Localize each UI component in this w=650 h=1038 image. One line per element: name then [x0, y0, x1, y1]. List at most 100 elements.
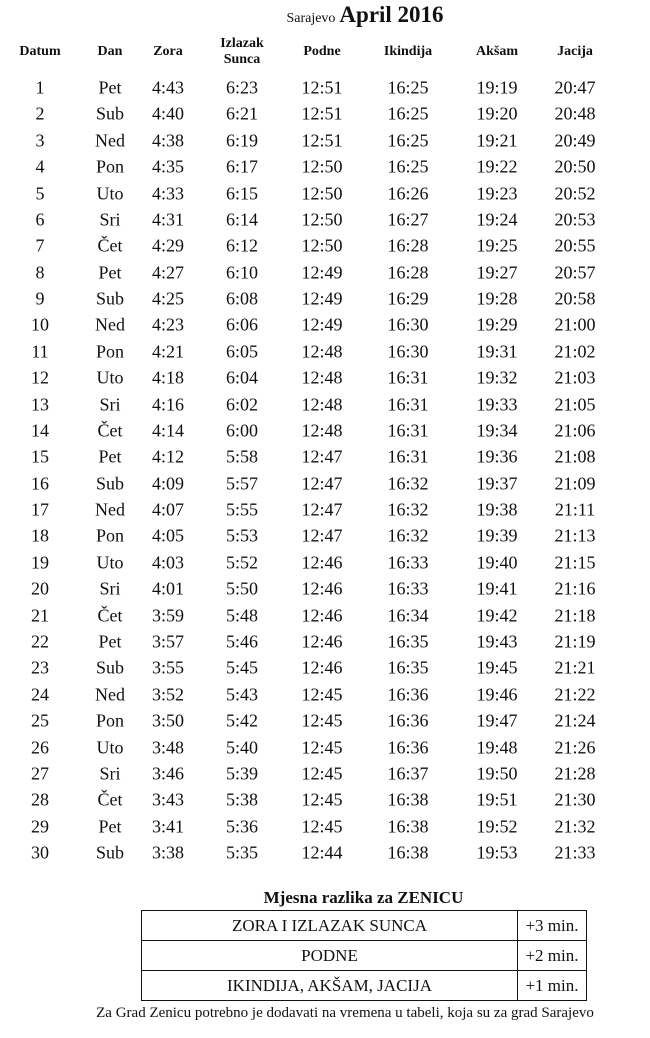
cell-datum: 27	[31, 763, 49, 784]
cell-datum: 10	[31, 314, 49, 335]
table-row: PODNE +2 min.	[141, 940, 587, 971]
cell-aksam: 19:47	[476, 710, 518, 731]
cell-aksam: 19:36	[476, 446, 518, 467]
cell-datum: 1	[35, 77, 45, 98]
cell-zora: 4:14	[151, 420, 185, 441]
cell-datum: 11	[31, 341, 49, 362]
table-row: ZORA I IZLAZAK SUNCA +3 min.	[141, 910, 587, 941]
cell-izlazak-sunca: 5:53	[225, 525, 259, 546]
cell-ikindija: 16:33	[387, 578, 429, 599]
cell-ikindija: 16:25	[387, 130, 429, 151]
cell-aksam: 19:46	[476, 684, 518, 705]
cell-podne: 12:48	[301, 341, 343, 362]
cell-dan: Pon	[95, 156, 125, 177]
cell-jacija: 21:15	[554, 552, 596, 573]
cell-podne: 12:46	[301, 605, 343, 626]
cell-jacija: 21:19	[554, 631, 596, 652]
cell-dan: Pet	[98, 262, 122, 283]
cell-zora: 4:21	[151, 341, 185, 362]
cell-zora: 4:18	[151, 367, 185, 388]
cell-izlazak-sunca: 6:19	[225, 130, 259, 151]
cell-jacija: 21:26	[554, 737, 596, 757]
cell-datum: 14	[31, 420, 49, 441]
cell-podne: 12:47	[301, 473, 343, 494]
cell-izlazak-sunca: 5:52	[225, 552, 259, 573]
cell-datum: 20	[31, 578, 49, 599]
cell-jacija: 21:33	[554, 842, 596, 863]
cell-ikindija: 16:27	[387, 209, 429, 230]
cell-dan: Uto	[96, 737, 124, 757]
cell-zora: 4:43	[151, 77, 185, 98]
column-header-ikindija: Ikindija	[383, 44, 433, 59]
cell-zora: 4:33	[151, 183, 185, 204]
cell-jacija: 21:02	[554, 341, 596, 362]
footer-note: Za Grad Zenicu potrebno je dodavati na v…	[96, 1005, 594, 1021]
cell-izlazak-sunca: 6:10	[225, 262, 259, 283]
cell-podne: 12:50	[301, 156, 343, 177]
cell-datum: 30	[31, 842, 49, 863]
cell-dan: Pon	[95, 341, 125, 362]
cell-dan: Čet	[97, 605, 123, 626]
cell-aksam: 19:50	[476, 763, 518, 784]
cell-ikindija: 16:38	[387, 842, 429, 863]
cell-ikindija: 16:36	[387, 684, 429, 705]
cell-dan: Pet	[98, 446, 122, 467]
cell-zora: 4:31	[151, 209, 185, 230]
cell-aksam: 19:19	[476, 77, 518, 98]
cell-dan: Sri	[99, 209, 121, 230]
cell-zora: 3:59	[151, 605, 185, 626]
cell-jacija: 20:48	[554, 103, 596, 124]
cell-dan: Čet	[97, 420, 123, 441]
cell-jacija: 21:05	[554, 394, 596, 415]
cell-zora: 3:57	[151, 631, 185, 652]
cell-datum: 2	[35, 103, 45, 124]
cell-datum: 12	[31, 367, 49, 388]
cell-ikindija: 16:35	[387, 657, 429, 678]
cell-zora: 3:50	[151, 710, 185, 731]
cell-izlazak-sunca: 6:15	[225, 183, 259, 204]
cell-jacija: 20:52	[554, 183, 596, 204]
cell-ikindija: 16:25	[387, 156, 429, 177]
cell-podne: 12:47	[301, 499, 343, 520]
cell-izlazak-sunca: 5:55	[225, 499, 259, 520]
cell-aksam: 19:53	[476, 842, 518, 863]
cell-dan: Uto	[96, 552, 124, 573]
zenica-value: +1 min.	[517, 970, 587, 1001]
cell-aksam: 19:22	[476, 156, 518, 177]
cell-jacija: 21:08	[554, 446, 596, 467]
cell-zora: 4:07	[151, 499, 185, 520]
cell-jacija: 21:03	[554, 367, 596, 388]
cell-dan: Pet	[98, 77, 122, 98]
cell-dan: Ned	[95, 314, 125, 335]
cell-izlazak-sunca: 6:21	[225, 103, 259, 124]
cell-datum: 21	[31, 605, 49, 626]
cell-jacija: 21:09	[554, 473, 596, 494]
cell-izlazak-sunca: 6:06	[225, 314, 259, 335]
cell-dan: Sub	[95, 842, 125, 863]
cell-dan: Sri	[99, 763, 121, 784]
cell-podne: 12:47	[301, 446, 343, 467]
cell-ikindija: 16:25	[387, 77, 429, 98]
cell-izlazak-sunca: 6:17	[225, 156, 259, 177]
cell-zora: 3:52	[151, 684, 185, 705]
cell-ikindija: 16:32	[387, 525, 429, 546]
cell-izlazak-sunca: 5:35	[225, 842, 259, 863]
cell-aksam: 19:21	[476, 130, 518, 151]
cell-ikindija: 16:30	[387, 341, 429, 362]
cell-podne: 12:45	[301, 710, 343, 731]
cell-izlazak-sunca: 5:57	[225, 473, 259, 494]
cell-zora: 4:25	[151, 288, 185, 309]
cell-podne: 12:47	[301, 525, 343, 546]
cell-ikindija: 16:37	[387, 763, 429, 784]
cell-dan: Sub	[95, 473, 125, 494]
page-title: Sarajevo April 2016	[0, 2, 650, 28]
cell-aksam: 19:23	[476, 183, 518, 204]
cell-datum: 28	[31, 789, 49, 810]
cell-aksam: 19:48	[476, 737, 518, 757]
cell-aksam: 19:38	[476, 499, 518, 520]
cell-ikindija: 16:38	[387, 789, 429, 810]
cell-aksam: 19:40	[476, 552, 518, 573]
cell-izlazak-sunca: 6:14	[225, 209, 259, 230]
cell-podne: 12:44	[301, 842, 343, 863]
cell-zora: 4:09	[151, 473, 185, 494]
